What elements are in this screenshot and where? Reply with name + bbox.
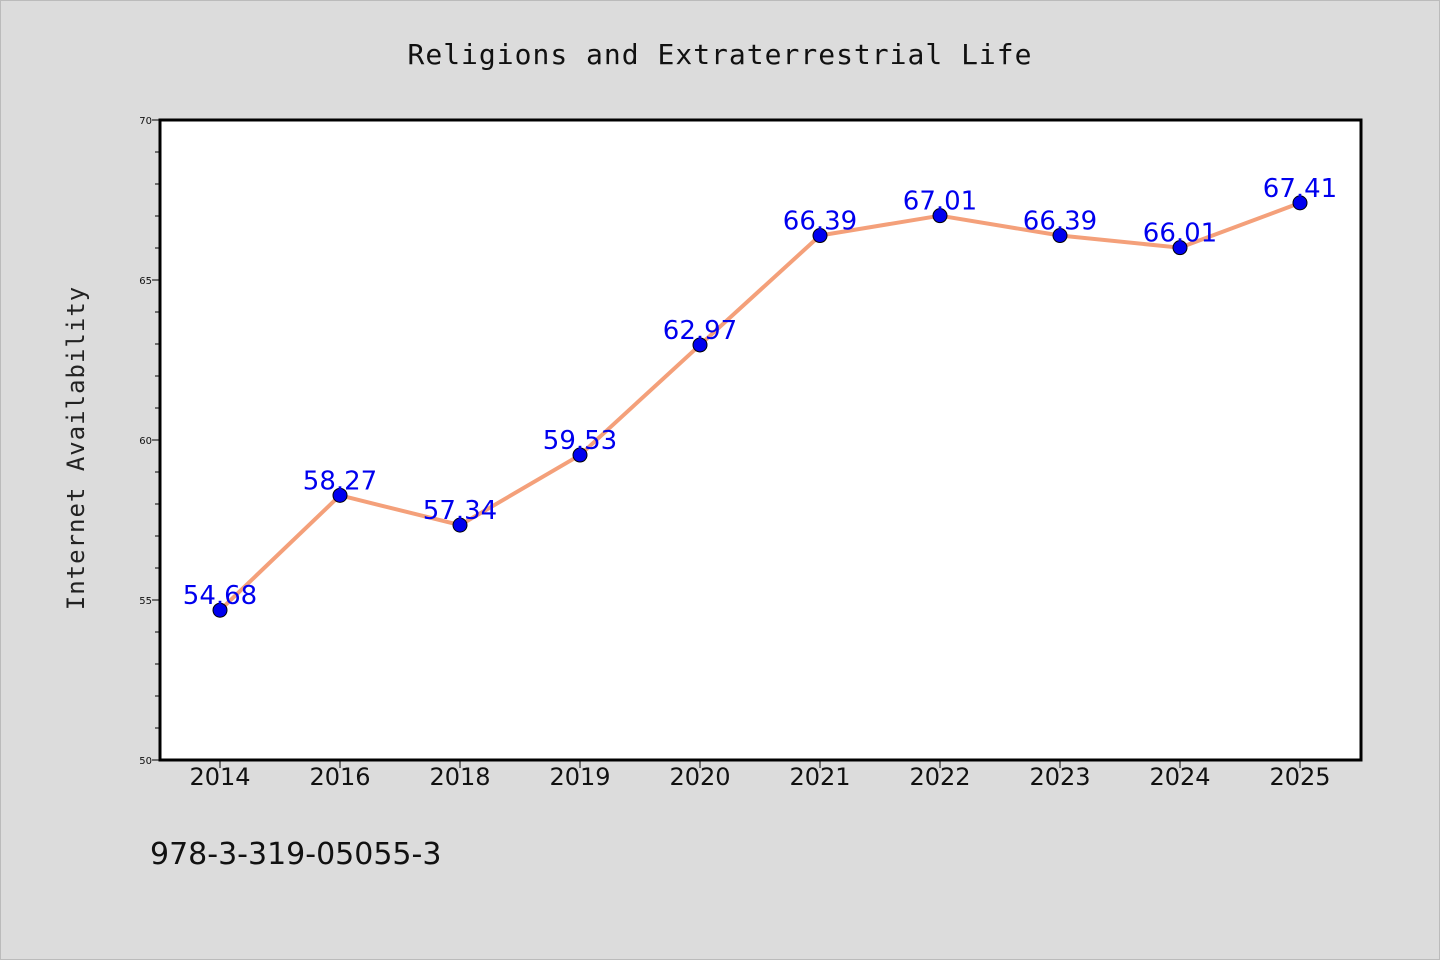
series-line (218, 200, 1302, 613)
data-label: 59.53 (543, 426, 617, 456)
y-tick-label: 70 (139, 116, 152, 127)
x-tick-label: 2024 (1149, 763, 1210, 791)
x-tick-label: 2016 (309, 763, 370, 791)
x-tick-label: 2018 (429, 763, 490, 791)
data-label: 66.39 (1023, 207, 1097, 237)
plot-area (160, 120, 1361, 760)
data-label: 67.01 (903, 187, 977, 217)
y-axis-label: Internet Availability (62, 286, 90, 610)
x-tick-label: 2022 (909, 763, 970, 791)
x-tick-label: 2023 (1029, 763, 1090, 791)
plot-frame (158, 118, 1363, 762)
data-label: 57.34 (423, 496, 497, 526)
footnote-isbn: 978-3-319-05055-3 (150, 837, 441, 872)
data-label: 67.41 (1263, 174, 1337, 204)
data-label: 66.01 (1143, 219, 1217, 249)
y-tick-label: 55 (139, 596, 152, 607)
y-axis: 50 55 60 65 70 (139, 116, 160, 767)
data-point (932, 208, 948, 224)
data-label: 66.39 (783, 207, 857, 237)
data-point (452, 517, 468, 533)
x-tick-label: 2019 (549, 763, 610, 791)
data-label: 54.68 (183, 581, 257, 611)
data-point (332, 487, 348, 503)
series: 54.68 58.27 57.34 59.53 62.97 66.39 67.01 66.39… (183, 174, 1337, 618)
chart-title: Religions and Extraterrestrial Life (407, 38, 1032, 71)
x-axis: 2014 2016 2018 2019 2020 2021 2022 2023 2024 2025 (189, 760, 1331, 791)
y-tick-label: 60 (139, 436, 152, 447)
y-tick-label: 65 (139, 276, 152, 287)
data-point (1052, 228, 1068, 244)
data-point (692, 337, 708, 353)
data-label: 58.27 (303, 466, 377, 496)
data-point (812, 228, 828, 244)
data-point (1172, 240, 1188, 256)
y-tick-label: 50 (139, 756, 152, 767)
data-point (1292, 195, 1308, 211)
x-tick-label: 2025 (1269, 763, 1330, 791)
x-tick-label: 2020 (669, 763, 730, 791)
x-tick-label: 2021 (789, 763, 850, 791)
data-label: 62.97 (663, 316, 737, 346)
data-point (212, 602, 228, 618)
x-tick-label: 2014 (189, 763, 250, 791)
data-point (572, 447, 588, 463)
